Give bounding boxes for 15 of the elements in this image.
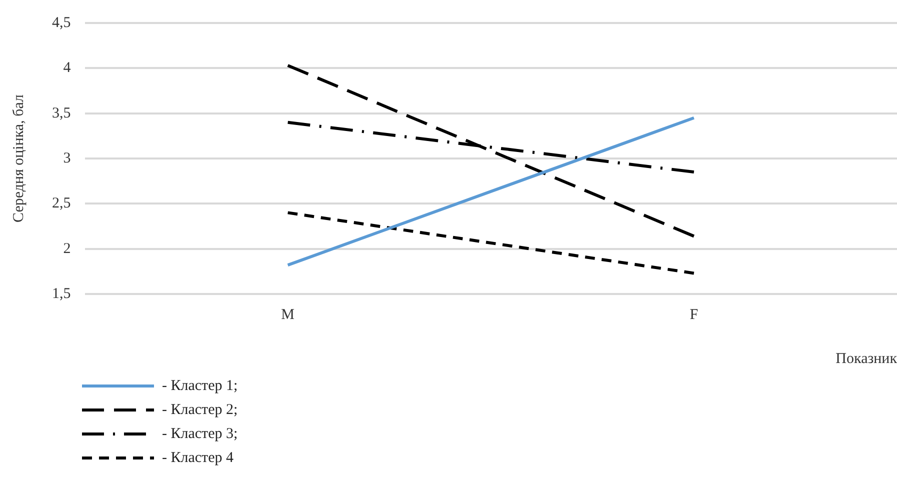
legend-label: - Кластер 1; [162, 378, 238, 394]
y-tick-label: 3 [63, 150, 71, 166]
y-tick-label: 3,5 [52, 105, 71, 122]
x-tick-label: F [690, 306, 698, 323]
y-tick-label: 1,5 [52, 286, 71, 302]
legend-label: - Кластер 4 [162, 450, 234, 466]
x-tick-label: M [281, 306, 294, 323]
y-tick-label: 2,5 [52, 196, 71, 212]
y-tick-label: 4,5 [52, 14, 71, 31]
y-tick-label: 2 [63, 240, 71, 257]
legend-label: - Кластер 3; [162, 426, 238, 442]
x-axis-title: Показник [836, 350, 897, 367]
y-axis-title: Середня оцінка, бал [10, 94, 27, 222]
legend-label: - Кластер 2; [162, 402, 238, 418]
y-tick-label: 4 [63, 60, 72, 76]
